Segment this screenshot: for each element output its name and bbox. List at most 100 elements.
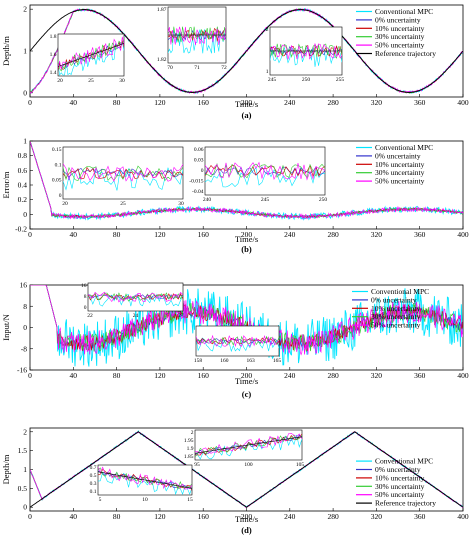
legend-entry: Conventional MPC (371, 287, 429, 296)
legend-entry: Conventional MPC (375, 7, 433, 16)
inset-x-tick-label: 255 (336, 77, 345, 83)
y-tick-label: -16 (17, 366, 27, 375)
inset-y-tick-label: 0.3 (90, 481, 97, 487)
y-tick-label: 0 (23, 323, 27, 332)
inset-series-line (196, 337, 279, 353)
inset-x-tick-label: 10 (142, 497, 148, 503)
x-tick-label: 80 (113, 371, 121, 380)
inset-y-tick-label: 0.05 (52, 178, 62, 184)
x-tick-label: 80 (113, 512, 121, 521)
legend-entry: 10% uncertainty (375, 473, 425, 482)
inset-y-tick-label: 0.1 (55, 162, 62, 168)
inset-series-line (270, 43, 342, 59)
legend-entry: 50% uncertainty (375, 490, 425, 499)
y-tick-label: 0.6 (18, 166, 28, 175)
inset-y-tick-label: 1.8 (50, 34, 57, 40)
x-tick-label: 280 (327, 512, 339, 521)
inset-x-tick-label: 158 (194, 358, 203, 364)
x-tick-label: 200 (241, 230, 253, 239)
inset-y-tick-label: 1.95 (184, 438, 194, 444)
inset-series-line (63, 165, 183, 181)
legend-entry: Reference trajectory (375, 49, 436, 58)
y-tick-label: 1 (23, 47, 27, 56)
inset-plot: 20 25 30 0.15 0.1 0.05 0 (52, 146, 184, 207)
inset-x-tick-label: 163 (247, 358, 256, 364)
inset-y-tick-label: 1.85 (184, 454, 194, 460)
inset-series-line (98, 471, 192, 489)
x-tick-label: 0 (28, 371, 32, 380)
x-tick-label: 280 (327, 371, 339, 380)
y-axis-label: Depth/m (1, 36, 11, 66)
legend-entry: 50% uncertainty (375, 41, 425, 50)
inset-y-tick-label: 0.7 (90, 465, 97, 471)
inset-series-line (195, 436, 302, 454)
legend-entry: 50% uncertainty (375, 177, 425, 186)
plot-area (30, 430, 463, 509)
plot-area (30, 7, 463, 95)
inset-series-line (88, 292, 183, 302)
x-tick-label: 320 (371, 512, 383, 521)
y-tick-label: 8 (23, 302, 27, 311)
x-tick-label: 80 (113, 98, 121, 107)
inset-series-line (63, 163, 183, 183)
x-tick-label: 400 (457, 371, 469, 380)
inset-y-tick-label: 2 (266, 27, 269, 33)
x-tick-label: 200 (241, 512, 253, 521)
panel-label: (d) (241, 525, 252, 535)
panel-b: 0 40 80 120 160 200 240 280 320 360 40010.80.60.40… (1, 137, 469, 255)
x-tick-label: 120 (154, 512, 166, 521)
x-tick-label: 360 (414, 512, 426, 521)
y-tick-label: 2 (23, 427, 27, 436)
x-tick-label: 200 (241, 371, 253, 380)
x-tick-label: 360 (414, 230, 426, 239)
x-tick-label: 160 (198, 98, 210, 107)
inset-plot: 95 100 105 2 1.95 1.9 1.85 (184, 429, 304, 468)
inset-x-tick-label: 100 (244, 462, 253, 468)
x-tick-label: 40 (70, 230, 78, 239)
inset-y-tick-label: 8 (84, 294, 87, 300)
inset-plot: 22 24 27 16 8 0 (81, 282, 184, 319)
legend-entry: 0% uncertainty (375, 465, 421, 474)
x-tick-label: 360 (414, 371, 426, 380)
legend-entry: 0% uncertainty (371, 295, 417, 304)
y-axis-label: Error/m (1, 171, 11, 198)
legend-entry: Conventional MPC (375, 143, 433, 152)
x-tick-label: 400 (457, 512, 469, 521)
inset-y-tick-label: 1.9 (187, 446, 194, 452)
inset-x-tick-label: 245 (268, 77, 277, 83)
x-tick-label: 0 (28, 512, 32, 521)
legend-entry: 30% uncertainty (371, 312, 421, 321)
inset-x-tick-label: 15 (187, 497, 193, 503)
y-tick-label: 0.2 (18, 195, 28, 204)
legend-entry: Reference trajectory (375, 499, 436, 508)
inset-y-tick-label: 0.15 (52, 147, 62, 153)
inset-x-tick-label: 24 (133, 313, 139, 319)
inset-x-tick-label: 71 (194, 65, 200, 71)
y-tick-label: 0.5 (18, 484, 28, 493)
x-tick-label: 320 (371, 230, 383, 239)
y-tick-label: 0.4 (18, 181, 28, 190)
x-tick-label: 120 (154, 98, 166, 107)
x-tick-label: 320 (371, 371, 383, 380)
y-tick-label: 1 (23, 465, 27, 474)
inset-x-tick-label: 95 (194, 462, 200, 468)
inset-series-line (195, 432, 302, 455)
inset-frame (194, 429, 303, 461)
inset-x-tick-label: 70 (167, 65, 173, 71)
y-tick-label: 0.8 (18, 151, 28, 160)
inset-x-tick-label: 5 (99, 497, 102, 503)
inset-y-tick-label: 1.87 (157, 7, 167, 13)
legend-entry: 50% uncertainty (371, 321, 421, 330)
series-line-reference (30, 431, 463, 508)
series-line-reference (30, 9, 463, 93)
inset-y-tick-label: 1.82 (157, 57, 167, 63)
y-axis-label: Depth/m (1, 454, 11, 484)
inset-series-line (63, 166, 183, 191)
inset-plot: 5 10 15 0.7 0.5 0.3 0.1 (90, 464, 193, 503)
x-tick-label: 320 (371, 98, 383, 107)
